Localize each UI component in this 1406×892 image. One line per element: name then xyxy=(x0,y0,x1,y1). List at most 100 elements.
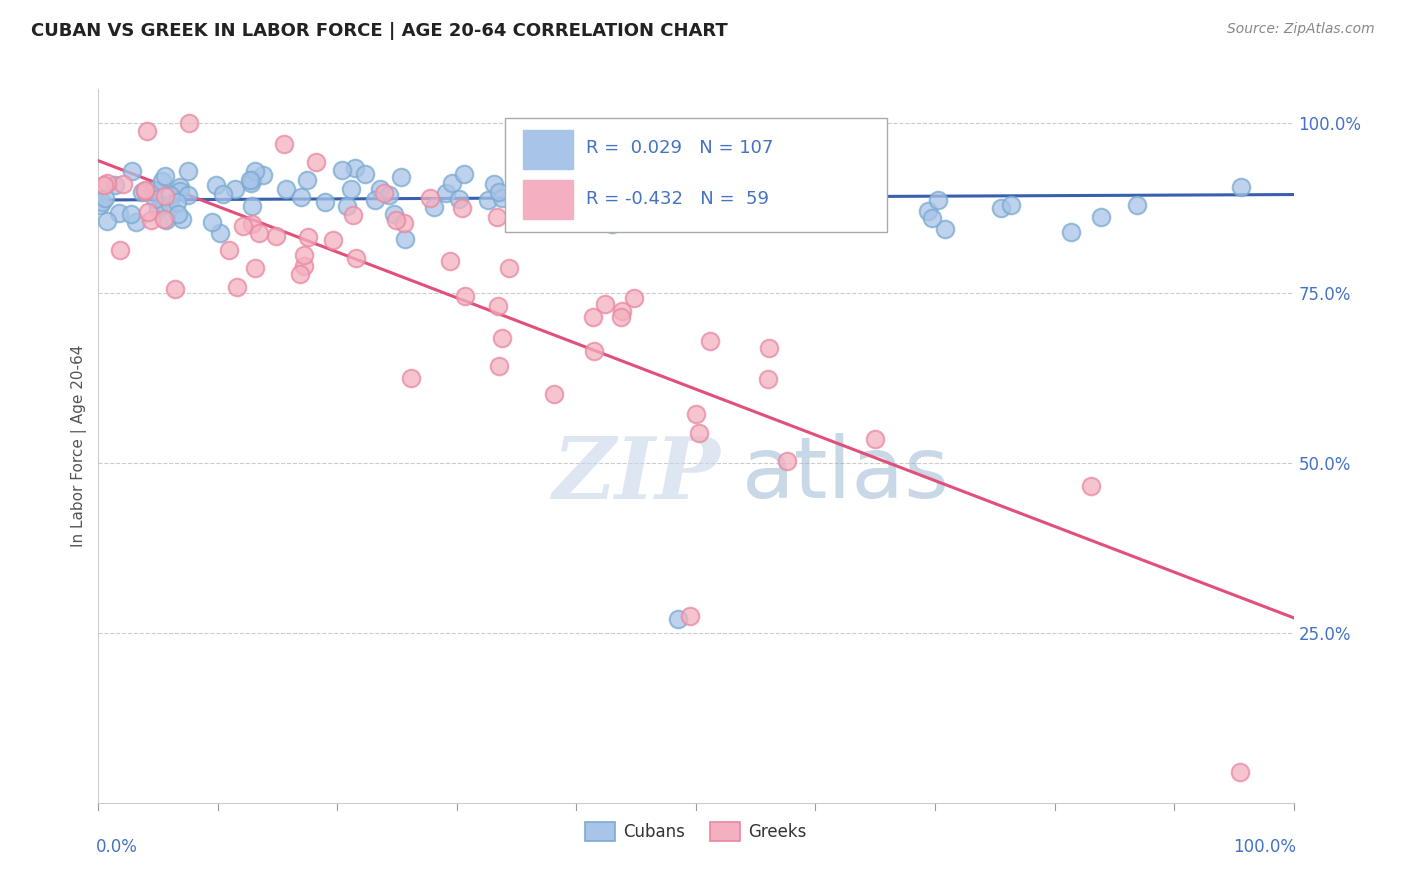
Point xyxy=(385,212,408,227)
Point xyxy=(610,303,633,318)
Point xyxy=(434,186,457,201)
Point xyxy=(152,174,174,188)
Point xyxy=(536,176,558,190)
Point xyxy=(543,386,565,401)
Point xyxy=(163,282,186,296)
Point xyxy=(609,185,631,199)
Point xyxy=(342,208,364,222)
Y-axis label: In Labor Force | Age 20-64: In Labor Force | Age 20-64 xyxy=(72,345,87,547)
Point xyxy=(917,204,939,219)
Point xyxy=(724,209,747,223)
Point xyxy=(169,184,191,198)
Point xyxy=(292,260,315,274)
Point xyxy=(699,334,721,348)
Point xyxy=(266,229,288,244)
Point xyxy=(392,216,415,230)
Point xyxy=(218,244,240,258)
Point xyxy=(1000,198,1022,212)
Point xyxy=(273,137,295,152)
Point xyxy=(322,233,344,247)
Point xyxy=(370,181,392,195)
Point xyxy=(378,188,401,202)
Point xyxy=(288,267,311,281)
Point xyxy=(776,454,799,468)
Point xyxy=(297,173,319,187)
Point xyxy=(208,226,231,240)
Point xyxy=(423,200,446,214)
Point xyxy=(146,202,169,216)
Point xyxy=(536,194,558,208)
Text: CUBAN VS GREEK IN LABOR FORCE | AGE 20-64 CORRELATION CHART: CUBAN VS GREEK IN LABOR FORCE | AGE 20-6… xyxy=(31,22,728,40)
Point xyxy=(211,186,233,201)
Point xyxy=(240,217,263,231)
Point xyxy=(591,188,613,202)
Point xyxy=(247,227,270,241)
Point xyxy=(121,164,143,178)
Point xyxy=(863,432,886,446)
Point xyxy=(652,178,675,192)
Point xyxy=(134,184,156,198)
Point xyxy=(108,205,131,219)
Point xyxy=(364,193,387,207)
Point xyxy=(143,192,166,206)
Point xyxy=(582,310,605,325)
Point xyxy=(1080,479,1102,493)
Point xyxy=(224,182,246,196)
Bar xyxy=(523,180,572,219)
Point xyxy=(605,205,627,219)
Point xyxy=(679,201,702,215)
Point xyxy=(89,198,111,212)
Point xyxy=(623,291,645,305)
Point xyxy=(290,190,312,204)
Point xyxy=(276,181,298,195)
Point xyxy=(96,214,118,228)
Point xyxy=(108,243,131,257)
Point xyxy=(515,203,537,218)
Point xyxy=(136,124,159,138)
Point xyxy=(609,194,631,208)
Point xyxy=(491,331,513,345)
Point xyxy=(240,199,263,213)
Point xyxy=(252,168,274,182)
Text: Source: ZipAtlas.com: Source: ZipAtlas.com xyxy=(1227,22,1375,37)
Text: R = -0.432   N =  59: R = -0.432 N = 59 xyxy=(586,190,769,208)
Point xyxy=(785,209,807,223)
Point xyxy=(384,206,406,220)
Point xyxy=(623,190,645,204)
Point xyxy=(491,191,513,205)
Point xyxy=(243,261,266,276)
Point xyxy=(232,219,254,233)
Point xyxy=(120,206,142,220)
Point xyxy=(595,297,617,311)
Point xyxy=(292,248,315,262)
Point xyxy=(800,194,823,208)
Point xyxy=(155,169,177,183)
Point xyxy=(243,163,266,178)
Point xyxy=(152,212,174,227)
Point xyxy=(389,170,412,185)
Point xyxy=(488,185,510,199)
Point xyxy=(297,230,319,244)
Point xyxy=(488,359,510,373)
Point xyxy=(201,215,224,229)
Point xyxy=(239,173,262,187)
Point xyxy=(240,173,263,187)
Point xyxy=(394,232,416,246)
Point xyxy=(600,218,623,232)
Point xyxy=(934,222,956,236)
Point xyxy=(159,188,181,202)
Point xyxy=(205,178,228,192)
Point xyxy=(756,371,779,385)
Point xyxy=(477,193,499,207)
Point xyxy=(353,168,375,182)
Point xyxy=(449,193,471,207)
Point xyxy=(155,188,177,202)
Point xyxy=(567,201,589,215)
Point xyxy=(672,198,695,212)
Point xyxy=(921,211,943,225)
Point xyxy=(811,209,834,223)
Point xyxy=(226,280,249,294)
Point xyxy=(419,191,441,205)
Point xyxy=(314,195,336,210)
Point xyxy=(666,612,689,626)
